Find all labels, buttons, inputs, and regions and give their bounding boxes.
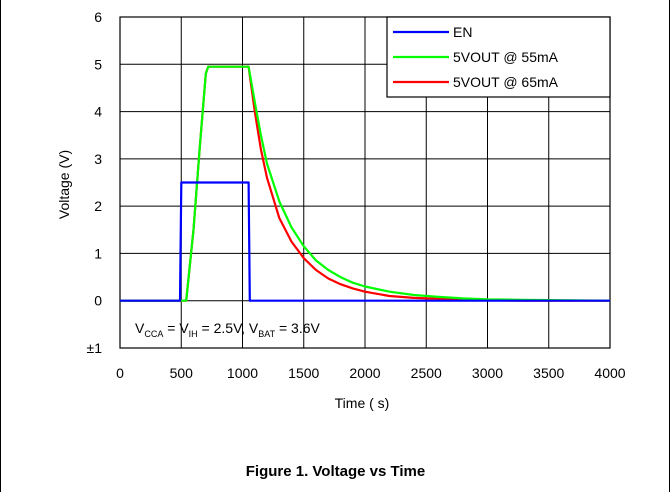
y-tick-labels: ±1 0 1 2 3 4 5 6 bbox=[87, 9, 103, 356]
x-tick-label: 1500 bbox=[288, 365, 319, 381]
annotation-text: = 2.5V, V bbox=[198, 320, 259, 336]
x-tick-label: 3500 bbox=[533, 365, 564, 381]
x-tick-label: 2000 bbox=[349, 365, 380, 381]
legend: EN 5VOUT @ 55mA 5VOUT @ 65mA bbox=[386, 16, 611, 98]
y-tick-label: 1 bbox=[94, 245, 102, 261]
y-tick-label: ±1 bbox=[87, 340, 103, 356]
y-axis-label: Voltage (V) bbox=[56, 150, 72, 219]
y-tick-label: 0 bbox=[94, 293, 102, 309]
y-tick-label: 2 bbox=[94, 198, 102, 214]
x-tick-labels: 0 500 1000 1500 2000 2500 3000 3500 4000 bbox=[116, 365, 626, 381]
x-tick-label: 500 bbox=[170, 365, 194, 381]
annotation-text: = 3.6V bbox=[275, 320, 320, 336]
x-tick-label: 0 bbox=[116, 365, 124, 381]
x-tick-label: 2500 bbox=[411, 365, 442, 381]
y-tick-label: 5 bbox=[94, 56, 102, 72]
figure-caption: Figure 1. Voltage vs Time bbox=[245, 463, 426, 480]
series-line-5vout-55ma bbox=[120, 65, 611, 302]
annotation-text: = V bbox=[163, 320, 189, 336]
x-tick-label: 1000 bbox=[227, 365, 258, 381]
annotation-subscript: CCA bbox=[144, 329, 163, 339]
legend-label: 5VOUT @ 55mA bbox=[453, 49, 559, 65]
x-axis-label: Time ( s) bbox=[335, 395, 390, 411]
series-lines bbox=[120, 65, 611, 302]
x-tick-label: 4000 bbox=[594, 365, 625, 381]
series-line-en bbox=[120, 181, 610, 302]
legend-label: 5VOUT @ 65mA bbox=[453, 74, 559, 90]
y-tick-label: 6 bbox=[94, 9, 102, 25]
x-tick-label: 3000 bbox=[472, 365, 503, 381]
annotation-subscript: IH bbox=[189, 329, 198, 339]
legend-label: EN bbox=[453, 24, 472, 40]
y-tick-label: 3 bbox=[94, 151, 102, 167]
annotation-text: V bbox=[135, 320, 145, 336]
y-tick-label: 4 bbox=[94, 104, 102, 120]
annotation-subscript: BAT bbox=[258, 329, 275, 339]
condition-annotation: VCCA​ = VIH​ = 2.5V, VBAT​ = 3.6V bbox=[135, 320, 321, 339]
plot-area-border bbox=[119, 16, 611, 349]
